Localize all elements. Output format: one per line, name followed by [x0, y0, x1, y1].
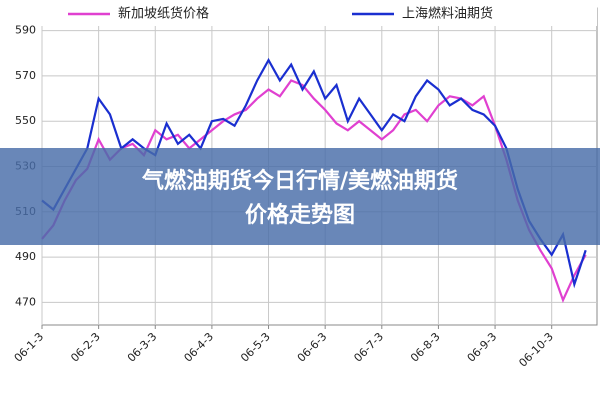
legend-box	[40, 0, 597, 26]
y-tick-label: 570	[15, 69, 36, 82]
overlay-title: 气燃油期货今日行情/美燃油期货	[141, 168, 458, 194]
overlay-banner	[0, 148, 600, 245]
y-tick-label: 490	[15, 250, 36, 263]
legend-label: 新加坡纸货价格	[118, 6, 209, 22]
legend: 新加坡纸货价格 上海燃料油期货	[68, 6, 493, 22]
y-tick-label: 470	[15, 295, 36, 308]
series-line	[41, 57, 587, 289]
y-tick-label: 550	[15, 114, 36, 127]
y-tick-label: 590	[15, 24, 36, 37]
legend-label: 上海燃料油期货	[402, 6, 493, 22]
overlay-title: 价格走势图	[245, 202, 355, 228]
